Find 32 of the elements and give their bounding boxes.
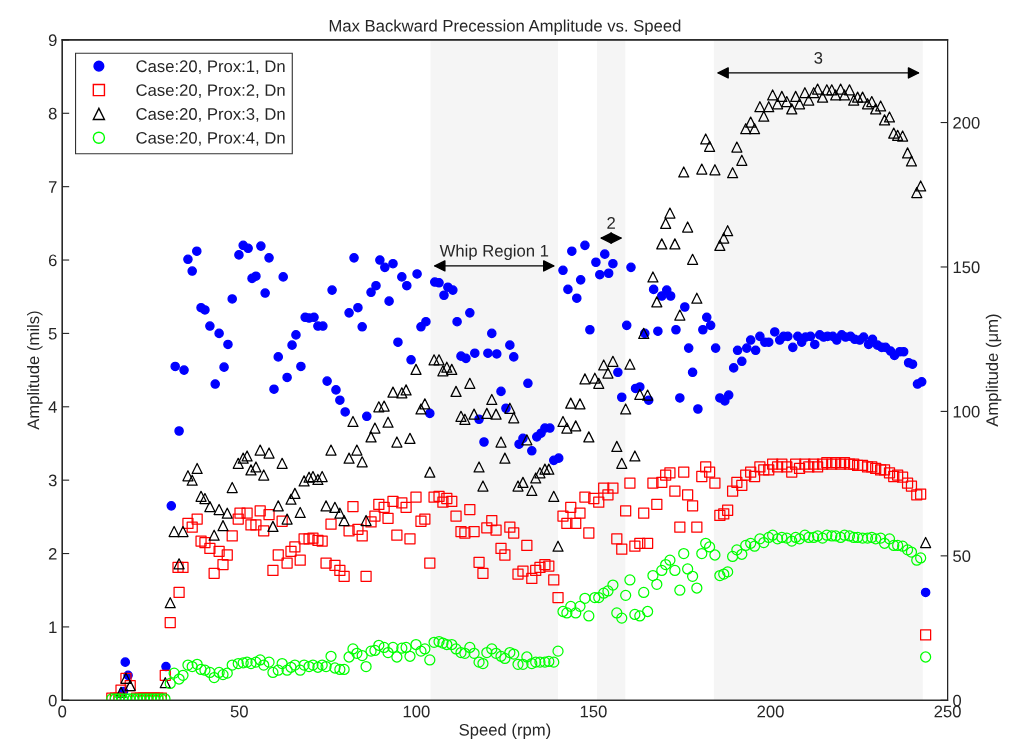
legend-label: Case:20, Prox:1, Dn: [136, 60, 285, 75]
y2-tick-label: 200: [953, 116, 980, 129]
band-label: 3: [814, 51, 823, 64]
y-axis-title: Amplitude (mils): [27, 311, 43, 430]
legend-label: Case:20, Prox:3, Dn: [136, 108, 285, 122]
legend-label: Case:20, Prox:2, Dn: [136, 84, 285, 98]
x-axis-title: Speed (rpm): [459, 723, 551, 739]
y-tick-label: 6: [48, 254, 57, 267]
y-tick-label: 0: [48, 694, 57, 707]
x-tick-label: 100: [403, 705, 430, 718]
y-tick-label: 2: [48, 547, 57, 560]
y-tick-label: 3: [48, 474, 57, 487]
y-tick-label: 8: [48, 107, 57, 120]
x-tick-label: 50: [230, 705, 248, 718]
y2-tick-label: 100: [953, 405, 980, 418]
y-tick-label: 4: [48, 401, 57, 413]
chart-title: Max Backward Precession Amplitude vs. Speed: [329, 19, 681, 36]
y2-tick-label: 150: [953, 261, 980, 274]
y-tick-label: 7: [48, 181, 57, 193]
x-tick-label: 0: [58, 705, 67, 718]
y2-tick-label: 50: [953, 550, 971, 563]
y-tick-label: 1: [49, 621, 57, 633]
x-tick-label: 200: [757, 705, 784, 718]
band-label: Whip Region 1: [439, 244, 549, 261]
x-tick-label: 250: [934, 705, 961, 718]
y-tick-label: 9: [48, 34, 57, 47]
band-label: 2: [607, 217, 615, 229]
y2-axis-title: Amplitude (μm): [985, 314, 1002, 427]
y-tick-label: 5: [48, 327, 57, 340]
x-tick-label: 150: [580, 705, 607, 718]
y2-tick-label: 0: [953, 694, 962, 707]
legend-label: Case:20, Prox:4, Dn: [136, 131, 285, 146]
